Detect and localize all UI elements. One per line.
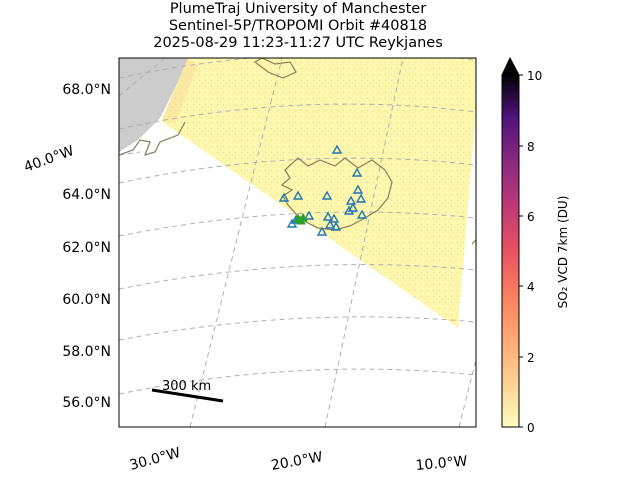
satellite-swath [161, 58, 476, 328]
colorbar-tick-4: 4 [527, 280, 535, 294]
map-frame [118, 57, 477, 428]
lat-label-68: 68.0°N [62, 82, 111, 98]
lat-label-56: 56.0°N [62, 395, 111, 411]
title-line-2: Sentinel-5P/TROPOMI Orbit #40818 [168, 18, 428, 34]
vent-marker [298, 212, 308, 222]
colorbar-tick-2: 2 [527, 351, 535, 365]
title-line-1: PlumeTraj University of Manchester [169, 1, 427, 17]
scale-bar [151, 388, 224, 403]
colorbar-tick-10: 10 [527, 69, 542, 83]
volcano-marker [316, 226, 328, 236]
volcano-marker [356, 209, 368, 219]
lon-label-20w: 20.0°W [270, 449, 324, 474]
lon-label-40w: 40.0°W [22, 143, 76, 176]
volcano-marker [292, 190, 304, 200]
graticule [119, 58, 476, 427]
colorbar-tick-8: 8 [527, 140, 535, 154]
volcano-marker [321, 190, 333, 200]
colorbar-tick-6: 6 [527, 210, 535, 224]
volcano-marker [331, 144, 343, 154]
lon-label-30w: 30.0°W [128, 445, 183, 474]
volcano-marker [330, 221, 342, 231]
lon-label-10w: 10.0°W [415, 453, 468, 473]
volcano-marker [328, 213, 340, 223]
volcano-marker [322, 211, 334, 221]
volcano-marker [278, 192, 290, 202]
scale-bar-label: 300 km [162, 379, 211, 394]
map-area [119, 58, 476, 427]
volcano-marker [351, 167, 363, 177]
volcano-markers [278, 144, 368, 236]
colorbar-extend-arrow [501, 56, 520, 76]
lat-label-64: 64.0°N [62, 187, 111, 203]
volcano-marker [355, 193, 367, 203]
vent-markers [293, 212, 308, 225]
volcano-marker [343, 205, 355, 215]
volcano-marker [345, 195, 357, 205]
volcano-marker [347, 202, 359, 212]
colorbar: 0 2 4 6 8 10 SO₂ VCD 7km (DU) [501, 56, 570, 435]
colorbar-tick-0: 0 [527, 421, 535, 435]
volcano-marker [352, 184, 364, 194]
lat-label-62: 62.0°N [62, 240, 111, 256]
volcano-marker [303, 210, 315, 220]
colorbar-label: SO₂ VCD 7km (DU) [556, 196, 570, 309]
lat-label-60: 60.0°N [62, 292, 111, 308]
volcano-marker [324, 219, 336, 229]
lat-label-58: 58.0°N [62, 344, 111, 360]
title-line-3: 2025-08-29 11:23-11:27 UTC Reykjanes [153, 35, 443, 51]
